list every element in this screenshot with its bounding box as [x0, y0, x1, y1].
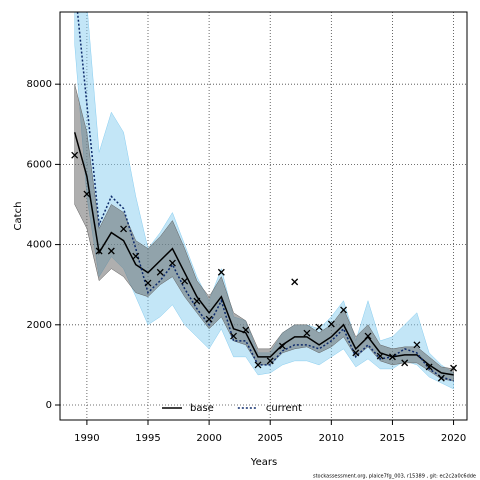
- observation: [230, 332, 238, 340]
- x-tick-label: 2010: [319, 433, 344, 444]
- observation: [291, 278, 299, 286]
- observation: [450, 364, 458, 372]
- observation: [413, 341, 421, 349]
- observation: [340, 306, 348, 314]
- observation: [266, 357, 274, 365]
- y-tick-label: 0: [46, 400, 52, 411]
- x-tick-label: 2020: [441, 433, 466, 444]
- y-tick-label: 4000: [27, 240, 52, 251]
- observation: [254, 361, 262, 369]
- y-tick-label: 6000: [27, 159, 52, 170]
- observation: [144, 279, 152, 287]
- legend-label: current: [266, 403, 302, 414]
- observation: [193, 297, 201, 305]
- x-tick-label: 1990: [74, 433, 99, 444]
- legend-label: base: [190, 403, 214, 414]
- observation: [315, 323, 323, 331]
- observation: [376, 352, 384, 360]
- observation: [425, 363, 433, 371]
- observation: [217, 268, 225, 276]
- observation: [278, 342, 286, 350]
- observation: [168, 259, 176, 267]
- observation: [132, 252, 140, 260]
- y-tick-label: 8000: [27, 79, 52, 90]
- observation: [156, 268, 164, 276]
- observation: [95, 247, 103, 255]
- x-tick-label: 2000: [196, 433, 221, 444]
- observation: [120, 225, 128, 233]
- observation: [327, 320, 335, 328]
- footnote: stockassessment.org, plaice7fg_003, r153…: [313, 474, 476, 480]
- observation: [437, 374, 445, 382]
- y-tick-label: 2000: [27, 320, 52, 331]
- observation: [242, 326, 250, 334]
- series-line: [73, 132, 454, 376]
- plot-area: [60, 12, 467, 420]
- y-axis-label: Catch: [13, 202, 24, 231]
- x-tick-label: 2015: [380, 433, 405, 444]
- observation: [401, 359, 409, 367]
- observation: [364, 332, 372, 340]
- confidence-band: [74, 12, 454, 390]
- x-tick-label: 2005: [257, 433, 282, 444]
- observation: [83, 190, 91, 198]
- observation: [107, 247, 115, 255]
- confidence-band: [74, 84, 454, 382]
- observation: [303, 329, 311, 337]
- observation: [71, 151, 79, 159]
- x-axis-label: Years: [250, 457, 277, 468]
- observation: [181, 277, 189, 285]
- observation: [205, 315, 213, 323]
- observation: [352, 349, 360, 357]
- plot-frame: [59, 11, 468, 421]
- observation: [388, 353, 396, 361]
- x-tick-label: 1995: [135, 433, 160, 444]
